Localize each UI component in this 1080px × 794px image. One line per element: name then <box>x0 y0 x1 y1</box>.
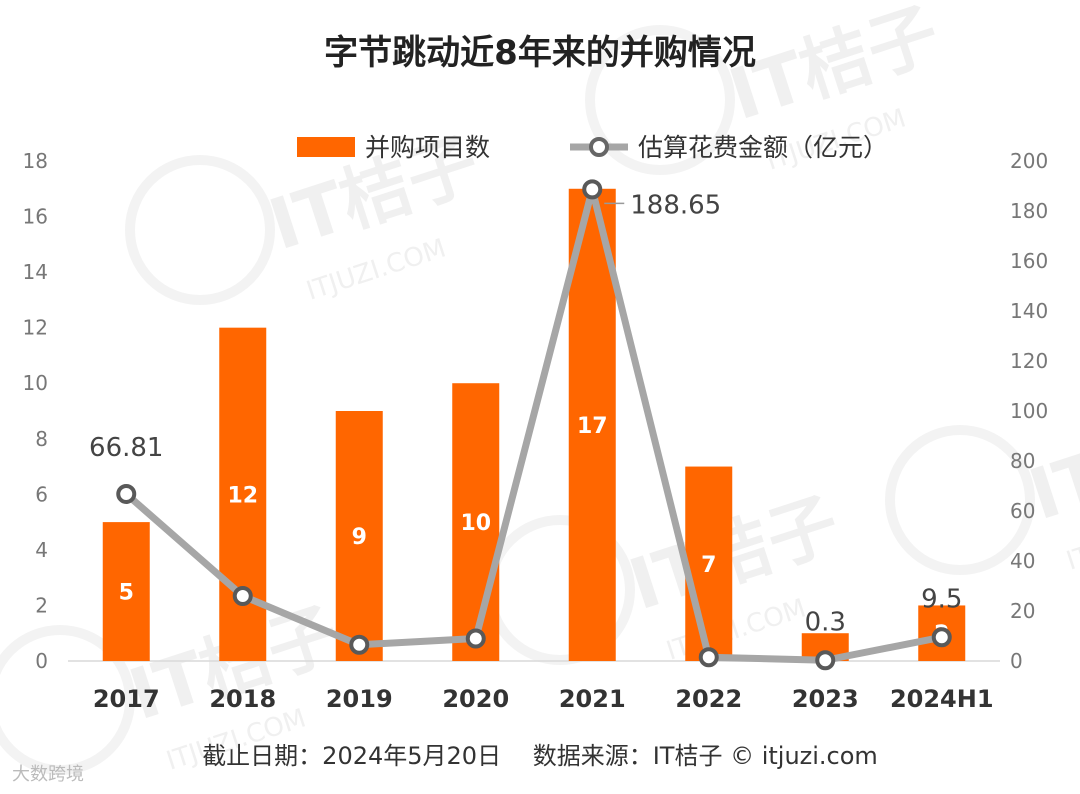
corner-watermark: 大数跨境 <box>12 764 84 785</box>
y-left-tick-label: 8 <box>35 427 48 451</box>
bar-data-label: 7 <box>701 553 716 578</box>
x-axis-label: 2020 <box>442 685 509 713</box>
y-left-tick-label: 18 <box>23 149 48 173</box>
y-left-tick-label: 16 <box>23 205 48 229</box>
watermark-logo-4 <box>0 625 135 775</box>
y-right-tick-label: 200 <box>1010 149 1048 173</box>
line-data-label: 0.3 <box>805 607 846 637</box>
line-point <box>815 650 836 671</box>
bar-data-label: 12 <box>227 483 258 508</box>
x-axis-label: 2023 <box>792 685 859 713</box>
bar <box>102 522 150 661</box>
watermark-logo-3 <box>885 425 1035 575</box>
line-data-label: 188.65 <box>630 190 721 220</box>
footer-source: 截止日期：2024年5月20日 数据来源：IT桔子 © itjuzi.com <box>202 742 878 770</box>
legend-swatch-bars <box>297 137 355 157</box>
line-data-label: 66.81 <box>89 433 163 463</box>
line-point <box>931 627 952 648</box>
bar-series <box>102 188 966 661</box>
y-left-tick-label: 2 <box>35 593 48 617</box>
y-right-tick-label: 100 <box>1010 399 1048 423</box>
x-axis-label: 2019 <box>326 685 393 713</box>
y-right-tick-label: 60 <box>1010 499 1035 523</box>
bar-data-label: 5 <box>119 581 134 606</box>
y-right-tick-label: 0 <box>1010 649 1023 673</box>
y-left-tick-label: 4 <box>35 538 48 562</box>
y-right-tick-label: 80 <box>1010 449 1035 473</box>
legend-label-bars: 并购项目数 <box>365 133 490 162</box>
watermark-brand: IT桔子 <box>620 482 849 626</box>
y-right-tick-label: 180 <box>1010 199 1048 223</box>
legend-label-line: 估算花费金额（亿元） <box>638 133 888 162</box>
legend: 并购项目数 估算花费金额（亿元） <box>297 133 888 162</box>
x-axis-label: 2017 <box>93 685 160 713</box>
x-axis-label: 2021 <box>559 685 626 713</box>
x-axis-label: 2018 <box>209 685 276 713</box>
y-left-tick-label: 14 <box>23 260 48 284</box>
y-right-tick-label: 120 <box>1010 349 1048 373</box>
bar <box>685 466 733 661</box>
watermark-logo-0 <box>125 155 275 305</box>
bar <box>452 383 500 661</box>
line-point <box>698 647 719 668</box>
line-data-labels: 66.81 188.65 0.3 9.5 <box>89 190 962 637</box>
axes: 0246810121416180204060801001201401601802… <box>23 149 1049 673</box>
bar-data-label: 10 <box>460 511 491 536</box>
chart-title: 字节跳动近8年来的并购情况 <box>324 33 756 73</box>
y-right-tick-label: 140 <box>1010 299 1048 323</box>
bar <box>568 188 616 661</box>
watermark-logo-1 <box>585 25 735 175</box>
line-point <box>232 586 253 606</box>
line-path <box>123 185 943 664</box>
y-left-tick-label: 6 <box>35 482 48 506</box>
x-axis-label: 2022 <box>675 685 742 713</box>
bar-data-label: 17 <box>577 414 608 439</box>
y-left-tick-label: 10 <box>23 371 48 395</box>
y-right-tick-label: 160 <box>1010 249 1048 273</box>
line-point <box>465 628 486 649</box>
x-axis-label: 2024H1 <box>890 685 994 713</box>
legend-marker-line <box>589 137 609 157</box>
line-point <box>582 179 603 200</box>
y-right-tick-label: 20 <box>1010 599 1035 623</box>
line-point <box>349 634 370 655</box>
y-right-tick-label: 40 <box>1010 549 1035 573</box>
line-point <box>116 483 137 504</box>
bar-data-label: 9 <box>352 525 367 550</box>
line-series <box>116 179 952 671</box>
line-data-label: 9.5 <box>921 584 962 614</box>
bar <box>335 411 383 661</box>
y-left-tick-label: 0 <box>35 649 48 673</box>
x-axis-labels: 2017 2018 2019 2020 2021 2022 2023 2024H1 <box>93 685 994 713</box>
y-left-tick-label: 12 <box>23 316 48 340</box>
